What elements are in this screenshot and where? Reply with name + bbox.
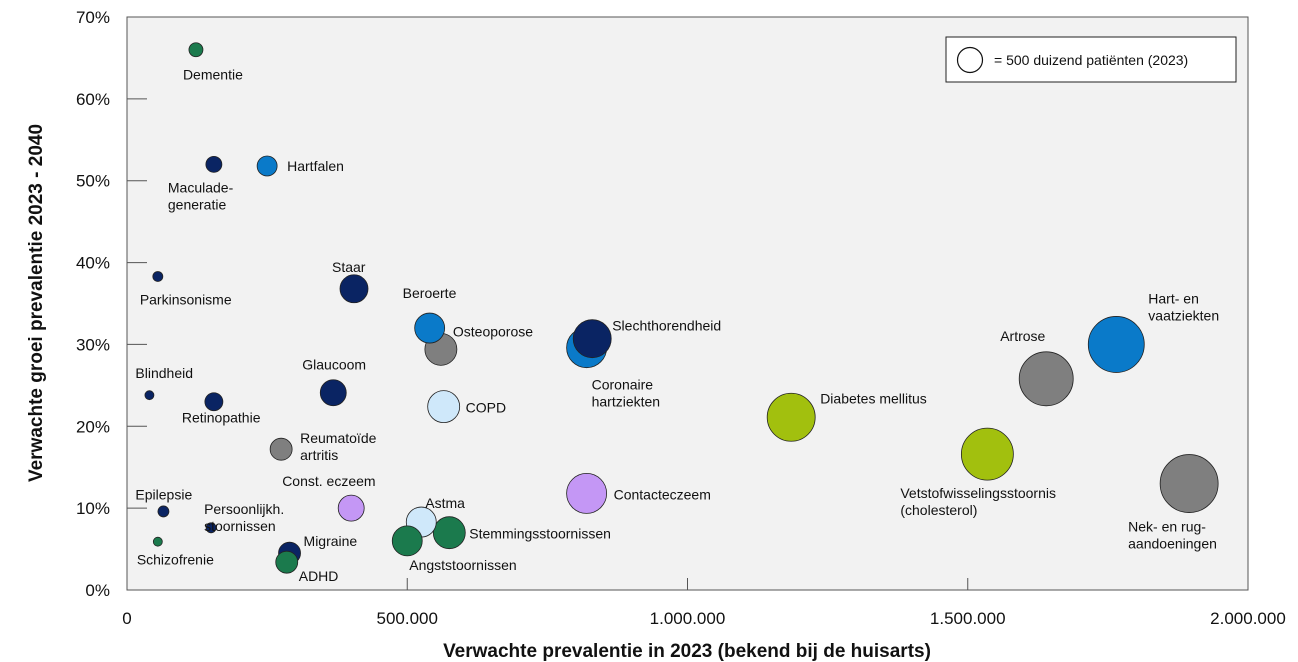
bubble-label-artrose: Artrose	[1000, 328, 1045, 344]
bubble-label-nek-en-rugaandoeningen: Nek- en rug-aandoeningen	[1128, 519, 1217, 552]
bubble-label-vetstofwisselingsstoornis-cholesterol: Vetstofwisselingsstoornis (cholesterol)	[900, 485, 1056, 518]
bubble-label-astma: Astma	[425, 495, 465, 511]
bubble-slechthorendheid	[572, 319, 612, 359]
y-tick-label: 60%	[76, 90, 110, 109]
y-tick-label: 70%	[76, 8, 110, 27]
x-tick-label: 1.000.000	[650, 609, 726, 628]
bubble-reumatoide-artritis	[269, 437, 293, 461]
bubble-label-blindheid: Blindheid	[135, 365, 193, 381]
bubble-hartfalen	[256, 155, 278, 177]
bubble-contacteczeem	[566, 473, 608, 514]
bubble-label-staar: Staar	[332, 259, 366, 275]
y-tick-label: 10%	[76, 499, 110, 518]
bubble-label-parkinsonisme: Parkinsonisme	[140, 291, 232, 307]
x-tick-label: 0	[122, 609, 131, 628]
bubble-label-retinopathie: Retinopathie	[182, 410, 261, 426]
bubble-label-migraine: Migraine	[304, 533, 358, 549]
x-tick-label: 1.500.000	[930, 609, 1006, 628]
bubble-label-reumatoide-artritis: Reumatoïde artritis	[300, 430, 376, 463]
bubble-label-diabetes-mellitus: Diabetes mellitus	[820, 390, 927, 406]
bubble-epilepsie	[157, 505, 170, 518]
bubble-label-copd: COPD	[466, 400, 506, 416]
bubble-label-beroerte: Beroerte	[403, 285, 457, 301]
legend: = 500 duizend patiënten (2023)	[945, 36, 1237, 83]
y-tick-label: 20%	[76, 417, 110, 436]
bubbles	[144, 42, 1219, 574]
bubble-label-schizofrenie: Schizofrenie	[137, 552, 214, 568]
bubble-label-coronaire-hartziekten: Coronaire hartziekten	[592, 377, 660, 410]
bubble-glaucoom	[319, 379, 347, 407]
bubble-stemmingsstoornissen	[432, 516, 466, 550]
bubble-maculadegeneratie	[205, 155, 223, 173]
bubble-artrose	[1018, 351, 1074, 407]
bubble-schizofrenie	[152, 536, 163, 547]
bubble-label-osteoporose: Osteoporose	[453, 323, 533, 339]
bubble-label-adhd: ADHD	[299, 568, 339, 584]
bubble-staar	[339, 274, 369, 304]
y-tick-label: 30%	[76, 335, 110, 354]
x-tick-label: 500.000	[377, 609, 438, 628]
bubble-vetstofwisselingsstoornis-cholesterol	[960, 427, 1014, 481]
bubble-hart-en-vaatziekten	[1087, 316, 1145, 373]
bubble-persoonlijkheidsstoornissen	[205, 522, 217, 534]
bubble-label-hart-en-vaatziekten: Hart- en vaatziekten	[1148, 290, 1219, 323]
bubble-label-dementie: Dementie	[183, 67, 243, 83]
bubble-diabetes-mellitus	[766, 392, 816, 442]
legend-box	[945, 36, 1237, 83]
bubble-const-eczeem	[337, 494, 365, 522]
y-tick-label: 40%	[76, 254, 110, 273]
bubble-parkinsonisme	[152, 271, 164, 282]
y-axis-title: Verwachte groei prevalentie 2023 - 2040	[26, 124, 47, 482]
bubble-copd	[427, 390, 461, 424]
legend-text: = 500 duizend patiënten (2023)	[994, 52, 1188, 68]
y-tick-label: 50%	[76, 172, 110, 191]
y-tick-label: 0%	[85, 581, 110, 600]
bubble-labels: Dementie Maculade-generatie Hartfalen Parki…	[135, 67, 1219, 584]
x-axis: 0 500.000 1.000.000 1.500.000 2.000.000	[122, 578, 1286, 628]
bubble-label-stemmingsstoornissen: Stemmingsstoornissen	[469, 526, 611, 542]
legend-bubble	[956, 46, 984, 74]
bubble-nek-en-rugaandoeningen	[1159, 454, 1219, 513]
bubble-beroerte	[414, 312, 446, 344]
bubble-blindheid	[144, 390, 155, 401]
y-axis: 0% 10% 20% 30% 40% 50% 60% 70%	[76, 8, 147, 600]
plot-area	[126, 16, 1249, 591]
bubble-label-glaucoom: Glaucoom	[302, 357, 366, 373]
bubble-dementie	[188, 42, 204, 58]
bubble-label-hartfalen: Hartfalen	[287, 158, 344, 174]
bubble-label-maculadegeneratie: Maculade-generatie	[168, 179, 234, 212]
bubble-label-contacteczeem: Contacteczeem	[614, 486, 711, 502]
bubble-angststoornissen	[391, 525, 423, 557]
bubble-retinopathie	[204, 392, 224, 412]
bubble-adhd	[275, 550, 299, 574]
bubble-label-const-eczeem: Const. eczeem	[282, 473, 375, 489]
bubble-label-slechthorendheid: Slechthorendheid	[612, 318, 721, 334]
x-axis-title: Verwachte prevalentie in 2023 (bekend bi…	[443, 641, 931, 662]
bubble-label-persoonlijkheidsstoornissen: Persoonlijkh. stoornissen	[204, 501, 284, 534]
bubble-label-epilepsie: Epilepsie	[135, 486, 192, 502]
x-tick-label: 2.000.000	[1210, 609, 1286, 628]
bubble-label-angststoornissen: Angststoornissen	[409, 557, 516, 573]
